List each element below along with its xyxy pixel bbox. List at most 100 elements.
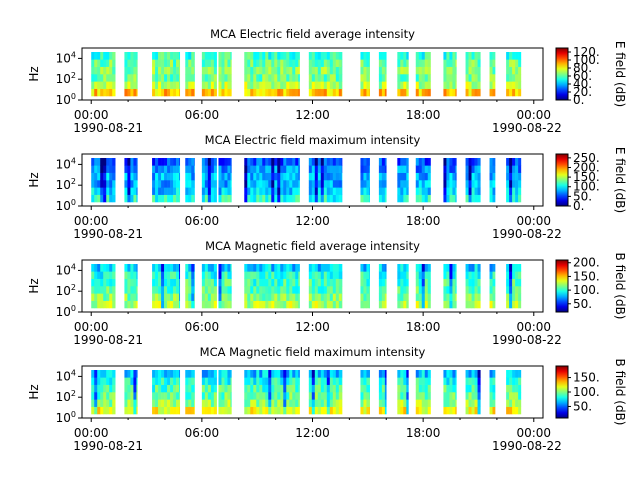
spectrogram-cell (468, 264, 472, 272)
spectrogram-cell (452, 370, 456, 378)
spectrogram-cell (443, 392, 447, 400)
spectrogram-cell (161, 264, 165, 272)
spectrogram-cell (415, 278, 420, 287)
spectrogram-cell (262, 406, 266, 415)
spectrogram-cell (384, 370, 387, 378)
spectrogram-cell (323, 187, 328, 195)
x-date-start: 1990-08-21 (73, 121, 143, 135)
spectrogram-cell (94, 180, 98, 188)
spectrogram-cell (191, 172, 195, 181)
spectrogram-cell (207, 384, 212, 393)
spectrogram-cell (329, 264, 334, 272)
spectrogram-cell (326, 74, 331, 82)
spectrogram-cell (262, 66, 266, 75)
spectrogram-cell (164, 399, 168, 407)
spectrogram-cell (133, 293, 137, 301)
spectrogram-cell (170, 286, 174, 294)
spectrogram-cell (176, 172, 180, 181)
spectrogram-cell (136, 165, 138, 173)
spectrogram-cell (109, 194, 113, 203)
spectrogram-cell (465, 300, 469, 309)
spectrogram-cell (253, 81, 257, 89)
spectrogram-cell (277, 165, 281, 173)
spectrogram-cell (443, 384, 447, 393)
spectrogram-cell (366, 180, 370, 188)
spectrogram-cell (218, 384, 222, 393)
spectrogram-cell (259, 406, 263, 415)
spectrogram-cell (400, 370, 404, 378)
spectrogram-cell (133, 165, 137, 173)
spectrogram-cell (268, 286, 272, 294)
spectrogram-cell (124, 81, 128, 89)
spectrogram-cell (265, 384, 269, 393)
spectrogram-cell (449, 172, 453, 181)
spectrogram-cell (363, 278, 367, 287)
spectrogram-cell (91, 271, 95, 279)
spectrogram-cell (397, 81, 401, 89)
spectrogram-cell (515, 392, 519, 400)
spectrogram-cell (415, 370, 420, 378)
spectrogram-cell (320, 194, 325, 203)
spectrogram-cell (397, 392, 401, 400)
spectrogram-cell (400, 158, 404, 166)
spectrogram-cell (468, 406, 472, 415)
spectrogram-cell (403, 88, 407, 97)
spectrogram-cell (518, 300, 522, 309)
spectrogram-cell (103, 293, 107, 301)
spectrogram-cell (363, 286, 367, 294)
spectrogram-cell (91, 194, 95, 203)
spectrogram-cell (176, 370, 180, 378)
spectrogram-cell (335, 165, 340, 173)
spectrogram-cell (403, 187, 407, 195)
spectrogram-cell (185, 293, 189, 301)
spectrogram-cell (427, 286, 431, 294)
spectrogram-cell (427, 81, 431, 89)
spectrogram-cell (400, 172, 404, 181)
spectrogram-cell (277, 293, 281, 301)
spectrogram-cell (127, 66, 131, 75)
spectrogram-cell (256, 278, 260, 287)
spectrogram-cell (259, 392, 263, 400)
spectrogram-cell (194, 81, 195, 89)
panel-2: MCA Electric field maximum intensity00:0… (27, 133, 627, 241)
spectrogram-cell (518, 59, 522, 67)
spectrogram-cell (164, 406, 168, 415)
spectrogram-cell (158, 74, 162, 82)
spectrogram-cell (265, 187, 269, 195)
spectrogram-cell (265, 271, 269, 279)
spectrogram-cell (164, 88, 168, 97)
spectrogram-cell (91, 180, 95, 188)
spectrogram-cell (506, 165, 510, 173)
panel-4: MCA Magnetic field maximum intensity00:0… (27, 345, 627, 453)
spectrogram-cell (360, 406, 364, 415)
spectrogram-cell (335, 52, 340, 60)
spectrogram-cell (465, 194, 469, 203)
y-axis-label: Hz (27, 172, 41, 187)
y-tick-label: 104 (56, 156, 76, 171)
spectrogram-cell (384, 293, 387, 301)
spectrogram-cell (332, 286, 337, 294)
spectrogram-cell (369, 399, 370, 407)
spectrogram-cell (194, 293, 195, 301)
spectrogram-cell (421, 52, 426, 60)
spectrogram-cell (103, 180, 107, 188)
spectrogram-cell (455, 180, 457, 188)
spectrogram-cell (338, 180, 343, 188)
colorbar-tick-label: 150. (573, 371, 600, 385)
spectrogram-cell (106, 52, 110, 60)
x-tick-label: 12:00 (295, 108, 330, 122)
spectrogram-cell (173, 187, 177, 195)
spectrogram-cell (378, 59, 383, 67)
spectrogram-cell (227, 399, 231, 407)
colorbar (555, 47, 569, 101)
spectrogram-cell (424, 271, 429, 279)
spectrogram-cell (277, 384, 281, 393)
spectrogram-cell (477, 370, 481, 378)
spectrogram-cell (185, 81, 189, 89)
spectrogram-cell (164, 165, 168, 173)
spectrogram-cell (403, 52, 407, 60)
spectrogram-cell (489, 74, 493, 82)
spectrogram-cell (268, 370, 272, 378)
spectrogram-cell (329, 66, 334, 75)
